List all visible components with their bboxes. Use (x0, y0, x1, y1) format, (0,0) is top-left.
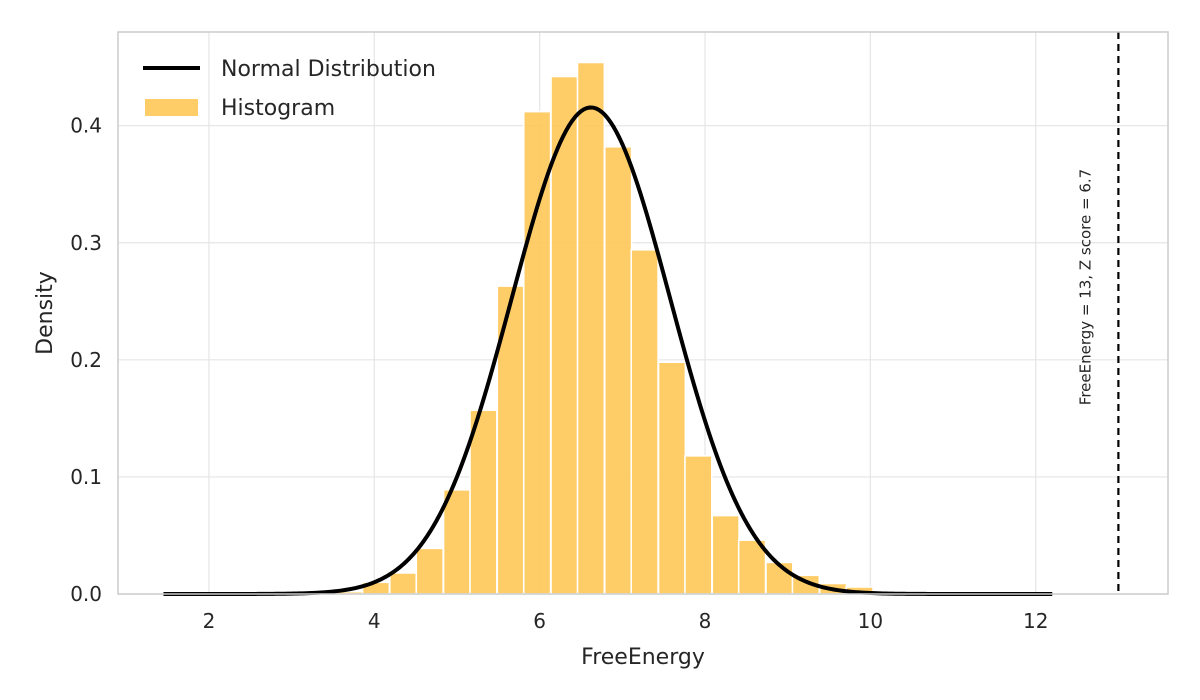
histogram-bar (576, 61, 606, 595)
y-tick-label: 0.3 (70, 231, 102, 255)
histogram-bar (684, 455, 713, 595)
x-tick-label: 10 (858, 609, 883, 633)
legend-swatch-histogram (145, 99, 198, 116)
y-tick-label: 0.2 (70, 348, 102, 372)
legend-label-histogram: Histogram (221, 96, 335, 121)
legend-label-normal: Normal Distribution (221, 57, 436, 82)
histogram-bar (415, 547, 444, 595)
y-axis-title: Density (33, 271, 58, 355)
x-tick-label: 4 (368, 609, 381, 633)
reference-line-annotation: FreeEnergy = 13, Z score = 6.7 (1076, 169, 1094, 405)
histogram-bar (469, 409, 498, 595)
y-tick-label: 0.4 (70, 114, 102, 138)
histogram-bar (550, 75, 579, 595)
x-tick-label: 6 (533, 609, 546, 633)
legend: Normal Distribution Histogram (143, 57, 436, 121)
histogram-bar (630, 248, 659, 595)
histogram-bar (442, 488, 472, 595)
histogram-bar (765, 561, 794, 595)
histogram-bars (335, 61, 902, 595)
x-axis-title: FreeEnergy (581, 645, 705, 670)
plot-frame (117, 31, 1169, 595)
histogram-bar (389, 572, 418, 595)
y-tick-label: 0.0 (70, 582, 102, 606)
histogram-bar (711, 514, 740, 595)
x-tick-label: 2 (203, 609, 216, 633)
tick-labels: 2 4 6 8 10 12 0.0 0.1 0.2 0.3 0.4 (70, 114, 1048, 633)
histogram-bar (657, 361, 687, 595)
histogram-bar (737, 539, 767, 595)
x-tick-label: 8 (699, 609, 712, 633)
histogram-bar (603, 145, 633, 595)
y-tick-label: 0.1 (70, 465, 102, 489)
x-tick-label: 12 (1023, 609, 1048, 633)
